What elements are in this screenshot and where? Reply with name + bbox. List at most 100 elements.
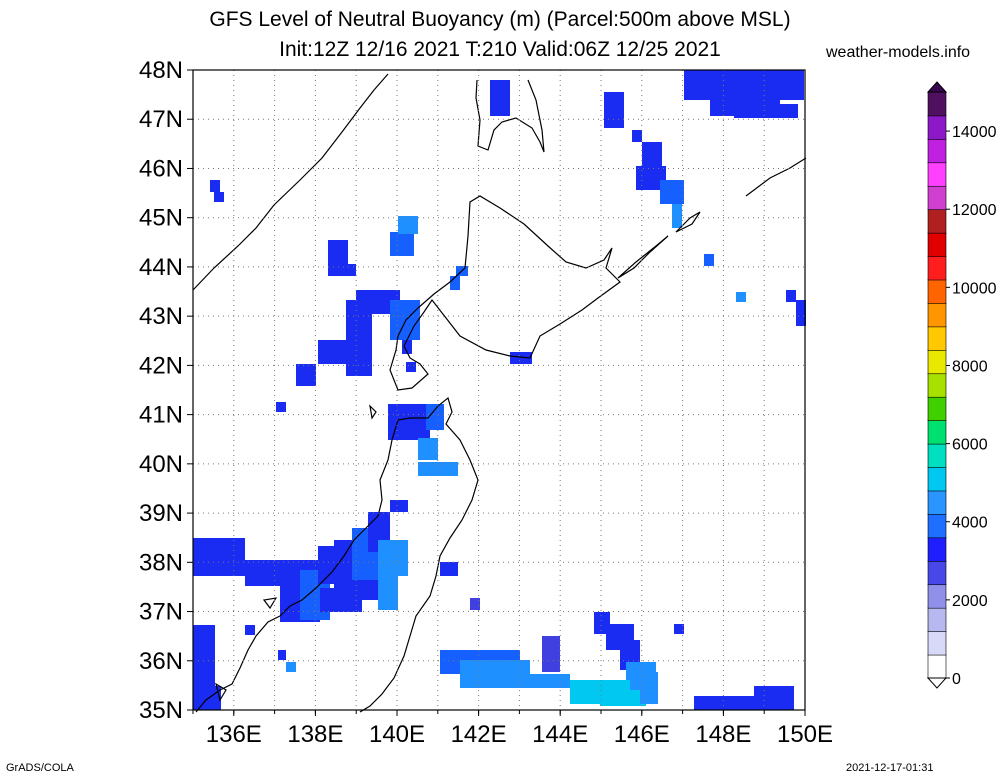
colorbar-swatch bbox=[927, 372, 947, 398]
colorbar-label: 12000 bbox=[952, 202, 997, 219]
colorbar-swatch bbox=[927, 162, 947, 187]
colorbar-swatch bbox=[927, 396, 947, 421]
field-cell bbox=[406, 362, 416, 372]
colorbar-label: 0 bbox=[952, 671, 961, 688]
coastline-hokkaido bbox=[389, 195, 621, 391]
field-cell bbox=[674, 624, 684, 634]
lat-tick-label: 42N bbox=[139, 352, 183, 379]
colorbar-swatch bbox=[927, 630, 947, 656]
coastline bbox=[192, 73, 807, 713]
colorbar-swatch bbox=[927, 490, 947, 515]
map-frame bbox=[192, 69, 806, 711]
neutral-buoyancy-field bbox=[193, 70, 806, 710]
field-cell bbox=[490, 80, 510, 116]
field-cell bbox=[736, 292, 746, 302]
lon-tick-label: 146E bbox=[614, 721, 670, 748]
field-cell bbox=[754, 686, 794, 710]
colorbar-high-arrow bbox=[926, 81, 948, 93]
coastline-kurils bbox=[617, 235, 669, 279]
field-cell bbox=[390, 232, 414, 256]
field-cell bbox=[390, 300, 420, 340]
field-cell bbox=[600, 690, 646, 706]
field-cell bbox=[388, 404, 430, 440]
lat-tick-label: 41N bbox=[139, 402, 183, 429]
colorbar: 0 2000 4000 6000 8000 10000 12000 14000 bbox=[926, 81, 997, 689]
lat-tick-label: 43N bbox=[139, 303, 183, 330]
lat-axis: 35N 36N 37N 38N 39N 40N 41N 42N 43N 44N 45N 46N 47N 4… bbox=[139, 57, 193, 724]
colorbar-swatch bbox=[927, 326, 947, 351]
colorbar-swatch bbox=[927, 419, 947, 445]
field-cell bbox=[640, 672, 658, 704]
chart-title-line2: Init:12Z 12/16 2021 T:210 Valid:06Z 12/2… bbox=[279, 38, 721, 61]
field-cell bbox=[193, 538, 245, 576]
field-cell bbox=[450, 276, 460, 290]
field-cell bbox=[378, 576, 398, 610]
field-cell bbox=[193, 686, 221, 710]
lon-tick-label: 150E bbox=[777, 721, 833, 748]
colorbar-swatch bbox=[927, 583, 947, 609]
lon-tick-label: 138E bbox=[287, 721, 343, 748]
lon-tick-label: 140E bbox=[369, 721, 425, 748]
field-cell bbox=[660, 180, 684, 204]
colorbar-swatch bbox=[927, 208, 947, 234]
field-cell bbox=[426, 404, 444, 430]
field-cell bbox=[470, 598, 480, 610]
map-grid bbox=[193, 70, 805, 710]
field-cell bbox=[245, 625, 255, 635]
field-cell bbox=[418, 462, 458, 476]
field-cell bbox=[734, 104, 798, 118]
colorbar-label: 14000 bbox=[952, 124, 997, 141]
colorbar-swatch bbox=[927, 443, 947, 468]
field-cell bbox=[418, 438, 438, 460]
lon-axis: 136E 138E 140E 142E 144E 146E 148E 150E bbox=[192, 710, 833, 748]
field-cell bbox=[320, 588, 362, 612]
lat-tick-label: 39N bbox=[139, 500, 183, 527]
coastline-mainland bbox=[192, 73, 389, 291]
footer-left: GrADS/COLA bbox=[6, 762, 74, 774]
field-cell bbox=[342, 264, 356, 276]
field-cell bbox=[193, 625, 215, 687]
lat-tick-label: 35N bbox=[139, 697, 183, 724]
colorbar-label: 2000 bbox=[952, 593, 988, 610]
colorbar-swatch bbox=[927, 349, 947, 375]
field-cell bbox=[786, 290, 796, 302]
colorbar-swatch bbox=[927, 513, 947, 539]
lat-tick-label: 38N bbox=[139, 549, 183, 576]
field-cell bbox=[278, 650, 286, 660]
colorbar-swatch bbox=[927, 115, 947, 140]
field-cell bbox=[510, 352, 532, 364]
field-cell bbox=[296, 364, 316, 386]
coastline-honshu-west bbox=[195, 419, 399, 713]
field-cell bbox=[390, 500, 408, 512]
colorbar-swatch bbox=[927, 537, 947, 562]
field-cell bbox=[214, 192, 224, 202]
coastline-honshu bbox=[359, 396, 479, 713]
lat-tick-label: 36N bbox=[139, 648, 183, 675]
colorbar-swatch bbox=[927, 654, 947, 679]
lon-tick-label: 148E bbox=[695, 721, 751, 748]
site-label[interactable]: weather-models.info bbox=[826, 44, 971, 61]
colorbar-low-arrow bbox=[926, 677, 948, 689]
field-cell bbox=[542, 636, 560, 672]
field-cell bbox=[694, 696, 754, 710]
colorbar-swatch bbox=[927, 466, 947, 492]
field-cell bbox=[704, 254, 714, 266]
field-cell bbox=[440, 562, 458, 576]
footer-right: 2021-12-17-01:31 bbox=[846, 762, 934, 774]
field-cell bbox=[210, 180, 220, 192]
colorbar-swatch bbox=[927, 302, 947, 328]
field-cell bbox=[604, 92, 624, 128]
colorbar-swatch bbox=[927, 607, 947, 632]
field-cell bbox=[642, 142, 662, 168]
chart-title-line1: GFS Level of Neutral Buoyancy (m) (Parce… bbox=[209, 8, 791, 31]
lon-tick-label: 144E bbox=[532, 721, 588, 748]
lat-tick-label: 45N bbox=[139, 205, 183, 232]
field-cell bbox=[480, 674, 570, 688]
lat-tick-label: 47N bbox=[139, 106, 183, 133]
colorbar-label: 6000 bbox=[952, 437, 988, 454]
field-cell bbox=[276, 402, 286, 412]
coastline-sakhalin bbox=[475, 79, 545, 153]
field-cell bbox=[398, 216, 418, 234]
field-cell bbox=[378, 540, 408, 576]
